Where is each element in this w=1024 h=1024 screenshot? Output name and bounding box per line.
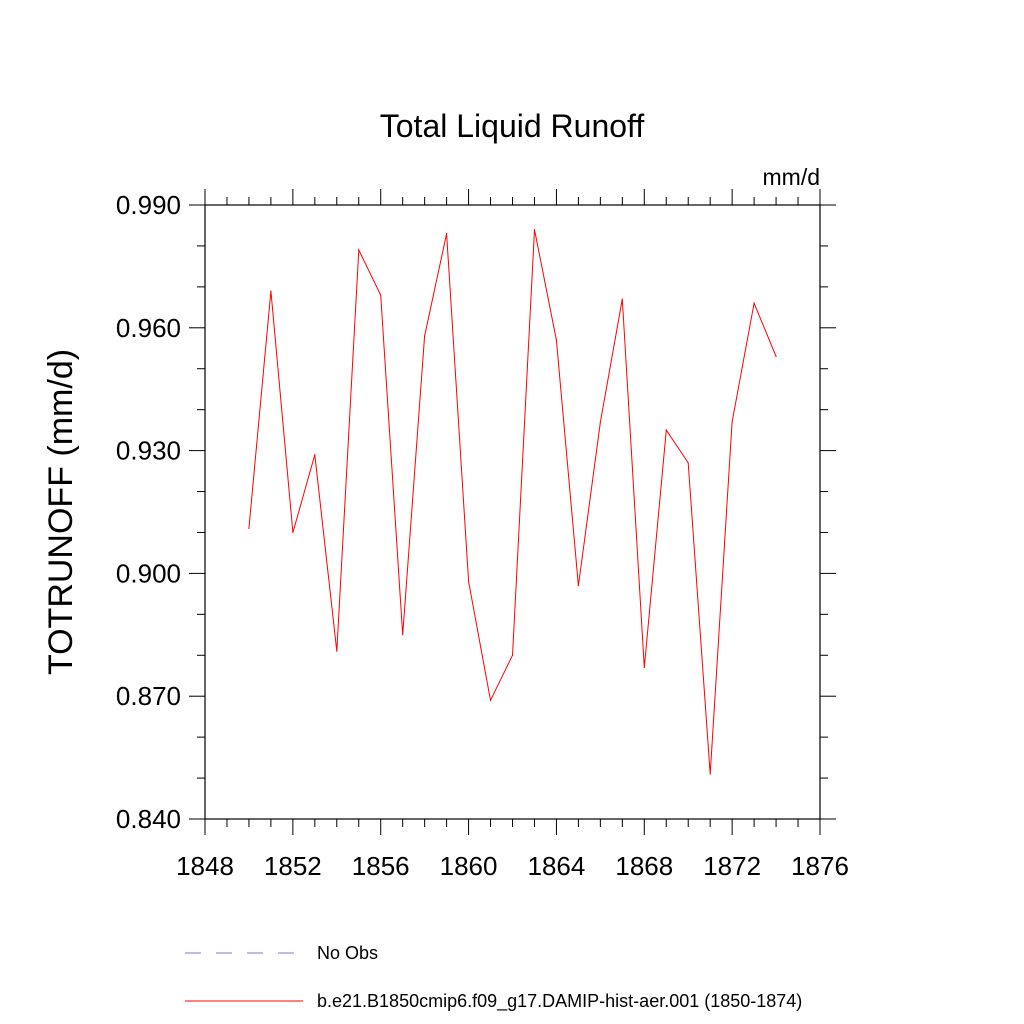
x-tick-label: 1868	[615, 851, 673, 881]
y-tick-label: 0.900	[116, 558, 181, 588]
data-point	[709, 773, 711, 775]
x-tick-label: 1852	[264, 851, 322, 881]
data-point	[248, 527, 250, 529]
legend-label-series: b.e21.B1850cmip6.f09_g17.DAMIP-hist-aer.…	[317, 991, 802, 1012]
data-point	[731, 421, 733, 423]
data-point	[402, 634, 404, 636]
data-point	[314, 454, 316, 456]
data-point	[336, 650, 338, 652]
data-point	[467, 580, 470, 583]
y-tick-label: 0.960	[116, 313, 181, 343]
data-point	[533, 228, 536, 231]
legend: No Obs b.e21.B1850cmip6.f09_g17.DAMIP-hi…	[185, 943, 802, 1012]
x-tick-label: 1848	[176, 851, 234, 881]
y-axis-label: TOTRUNOFF (mm/d)	[42, 349, 80, 675]
data-point	[489, 699, 492, 701]
x-tick-label: 1872	[703, 851, 761, 881]
y-tick-label: 0.930	[116, 436, 181, 466]
data-point	[665, 429, 667, 431]
series-layer	[248, 228, 777, 775]
y-tick-label: 0.870	[116, 681, 181, 711]
axis-ticks: 1848 1852 1856 1860 1864 1868 1872 1876 0.840 0.8…	[116, 189, 849, 881]
data-point	[555, 339, 558, 341]
units-label: mm/d	[763, 164, 821, 190]
data-point	[621, 298, 623, 300]
data-point	[577, 585, 579, 587]
data-point	[599, 421, 601, 423]
y-tick-label: 0.990	[116, 190, 181, 220]
data-point	[753, 302, 755, 304]
data-point	[292, 531, 294, 534]
data-point	[380, 294, 382, 296]
data-point	[446, 233, 448, 235]
data-point	[358, 249, 360, 251]
data-point	[424, 335, 426, 337]
data-point	[643, 666, 645, 669]
data-point	[775, 355, 777, 358]
chart-title: Total Liquid Runoff	[380, 108, 645, 144]
data-point	[687, 462, 689, 464]
x-tick-label: 1876	[791, 851, 849, 881]
data-point	[511, 654, 514, 656]
series-line	[248, 229, 777, 775]
data-point	[270, 290, 272, 292]
plot-frame	[204, 204, 821, 820]
x-tick-label: 1856	[352, 851, 410, 881]
y-tick-label: 0.840	[116, 804, 181, 834]
x-tick-label: 1864	[528, 851, 586, 881]
legend-label-no-obs: No Obs	[317, 943, 378, 963]
x-tick-label: 1860	[440, 851, 498, 881]
